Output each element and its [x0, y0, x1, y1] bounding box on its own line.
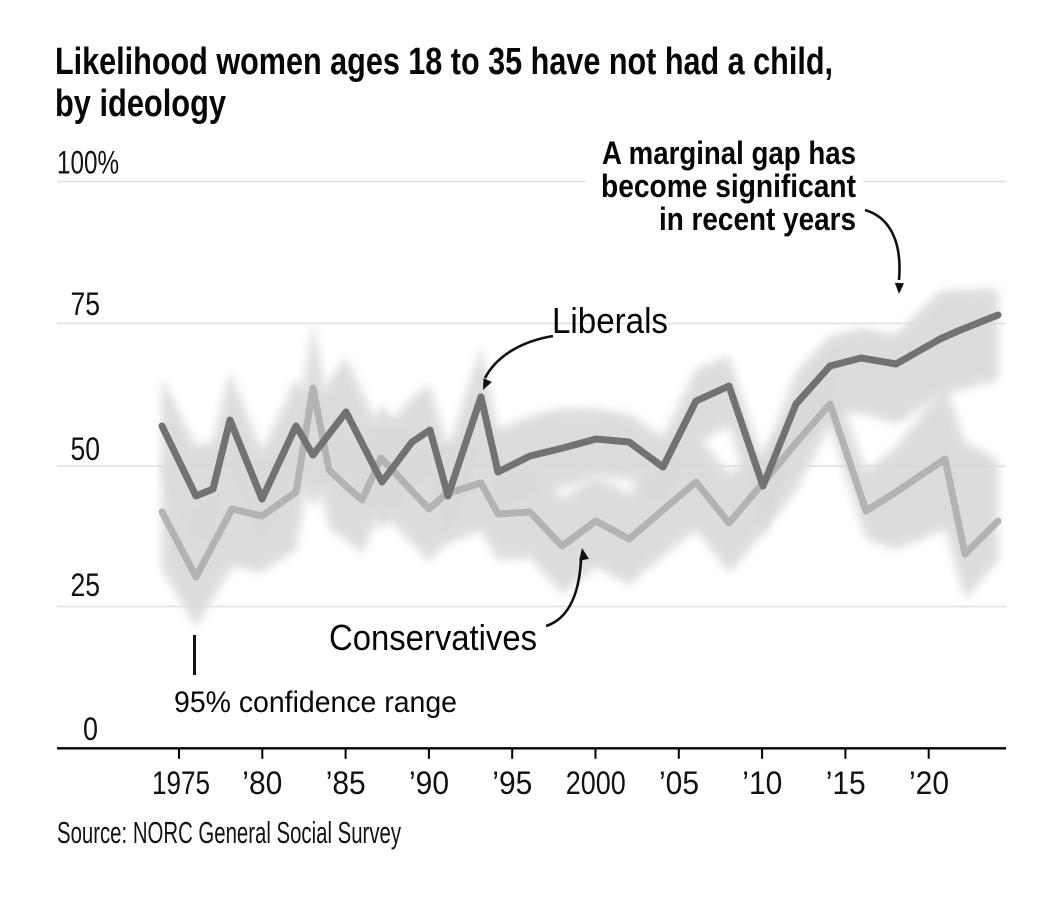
- svg-text:25: 25: [71, 567, 101, 603]
- svg-text:become significant: become significant: [601, 168, 856, 204]
- svg-text:2000: 2000: [566, 765, 626, 801]
- svg-text:95% confidence range: 95% confidence range: [174, 686, 457, 719]
- svg-text:100%: 100%: [57, 145, 119, 181]
- svg-text:’05: ’05: [659, 765, 699, 801]
- svg-text:in recent years: in recent years: [659, 201, 856, 237]
- svg-text:’85: ’85: [326, 765, 366, 801]
- svg-text:by ideology: by ideology: [55, 83, 226, 125]
- svg-text:’95: ’95: [492, 765, 532, 801]
- svg-text:’15: ’15: [826, 765, 866, 801]
- svg-text:50: 50: [71, 431, 101, 467]
- svg-text:Likelihood women ages 18 to 35: Likelihood women ages 18 to 35 have not …: [55, 41, 833, 83]
- svg-text:Conservatives: Conservatives: [329, 617, 537, 658]
- svg-text:75: 75: [71, 286, 101, 322]
- svg-text:1975: 1975: [152, 765, 210, 801]
- svg-text:A marginal gap has: A marginal gap has: [602, 135, 856, 171]
- svg-text:Liberals: Liberals: [552, 300, 668, 341]
- svg-text:’10: ’10: [742, 765, 782, 801]
- svg-text:0: 0: [83, 711, 98, 747]
- svg-text:’90: ’90: [409, 765, 449, 801]
- svg-text:Source: NORC General Social Su: Source: NORC General Social Survey: [57, 815, 401, 850]
- svg-text:’80: ’80: [242, 765, 282, 801]
- svg-text:’20: ’20: [909, 765, 949, 801]
